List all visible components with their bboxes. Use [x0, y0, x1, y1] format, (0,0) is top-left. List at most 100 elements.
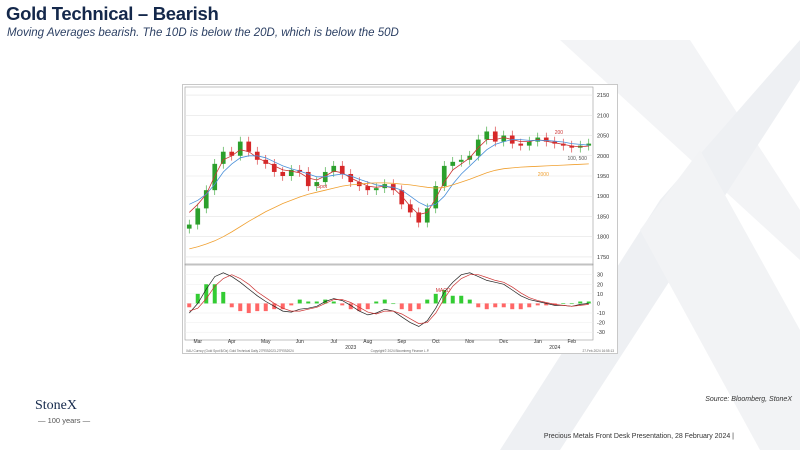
candle-body — [331, 165, 337, 172]
candle-body — [441, 165, 447, 187]
candle-body — [526, 141, 532, 146]
macd-histogram-bar — [348, 303, 353, 310]
chart-canvas: 1750180018501900195020002050210021503020… — [184, 86, 614, 353]
stonex-logo: StoneX — [35, 398, 77, 413]
bloomberg-chart: 1750 1800 1850 1900 1950 2000 2050 2100 2150 30 20… — [182, 84, 618, 354]
candle-body — [314, 182, 320, 187]
candle-body — [365, 186, 371, 191]
candle-body — [280, 171, 286, 176]
macd-histogram-bar — [476, 303, 481, 308]
candle-body — [586, 143, 592, 146]
macd-histogram-bar — [459, 295, 464, 304]
candle-body — [203, 190, 209, 209]
top-label: 200 — [555, 130, 564, 136]
candle-body — [424, 208, 430, 223]
price-tick-label: 2100 — [597, 113, 609, 119]
macd-histogram-bar — [340, 303, 345, 306]
macd-histogram-bar — [416, 303, 421, 310]
macd-histogram-bar — [297, 299, 302, 304]
candle-body — [501, 135, 507, 142]
candle-body — [220, 151, 226, 164]
macd-histogram-bar — [187, 303, 192, 308]
macd-histogram-bar — [314, 301, 319, 304]
macd-histogram-bar — [433, 293, 438, 304]
candle-body — [271, 163, 277, 172]
ma50-label: 2000 — [538, 172, 549, 178]
signal-line — [189, 274, 589, 324]
macd-histogram-bar — [374, 301, 379, 304]
macd-histogram-bar — [561, 303, 566, 305]
x-tick-label: Nov — [465, 339, 474, 345]
macd-histogram-bar — [493, 303, 498, 308]
chart-footer-left: XAU Curncy (Gold Spot $/Oz) Gold Technic… — [186, 349, 294, 353]
year-label: 2023 — [345, 345, 356, 351]
macd-histogram-bar — [280, 303, 285, 310]
candle-body — [450, 161, 456, 166]
candle-body — [237, 141, 243, 156]
macd-histogram-bar — [569, 303, 574, 305]
macd-histogram-bar — [578, 301, 583, 304]
footer-text: Precious Metals Front Desk Presentation,… — [543, 433, 734, 440]
macd-histogram-bar — [221, 291, 226, 304]
macd-histogram-bar — [467, 299, 472, 304]
candle-body — [569, 145, 575, 148]
price-tick-label: 2150 — [597, 93, 609, 99]
candle-body — [229, 151, 235, 156]
macd-histogram-bar — [204, 284, 209, 304]
macd-tick-label: 0 — [597, 301, 600, 307]
macd-histogram-bar — [255, 303, 260, 312]
macd-histogram-bar — [289, 303, 294, 306]
chart-footer-center: Copyright© 2024 Bloomberg Finance L.P. — [371, 349, 430, 353]
x-tick-label: Sep — [397, 339, 406, 345]
macd-histogram-bar — [391, 303, 396, 305]
macd-histogram-bar — [544, 303, 549, 306]
macd-histogram-bar — [195, 293, 200, 304]
macd-histogram-bar — [510, 303, 515, 310]
macd-histogram-bar — [535, 303, 540, 306]
price-tick-label: 2000 — [597, 154, 609, 160]
x-tick-label: Mar — [193, 339, 202, 345]
macd-histogram-bar — [365, 303, 370, 310]
macd-histogram-bar — [501, 303, 506, 308]
candle-body — [373, 188, 379, 191]
ma-pair-label: 100, 500 — [568, 156, 588, 162]
price-tick-label: 1800 — [597, 235, 609, 241]
slide-title: Gold Technical – Bearish — [6, 3, 219, 24]
macd-histogram-bar — [238, 303, 243, 312]
logo-tagline-text: 100 years — [47, 416, 81, 425]
price-tick-label: 1950 — [597, 174, 609, 180]
macd-histogram-bar — [425, 299, 430, 304]
macd-histogram-bar — [518, 303, 523, 310]
macd-histogram-bar — [331, 301, 336, 304]
ma-line-ma50 — [189, 163, 589, 250]
x-tick-label: Aug — [363, 339, 372, 345]
logo-tagline: — 100 years — — [38, 416, 91, 425]
macd-tick-label: -30 — [597, 330, 605, 336]
macd-histogram-bar — [527, 303, 532, 308]
candle-body — [186, 224, 192, 229]
candle-body — [492, 131, 498, 142]
price-tick-label: 1850 — [597, 214, 609, 220]
candle-body — [433, 186, 439, 209]
macd-tick-label: 20 — [597, 282, 603, 288]
candle-body — [195, 208, 201, 225]
macd-histogram-bar — [212, 284, 217, 304]
ma-line-ma20 — [189, 139, 589, 207]
macd-panel-frame — [184, 263, 594, 341]
macd-tick-label: -20 — [597, 321, 605, 327]
macd-label: MACD — [436, 288, 451, 294]
macd-tick-label: 30 — [597, 273, 603, 279]
macd-histogram-bar — [442, 290, 447, 304]
x-tick-label: Jan — [534, 339, 542, 345]
candle-body — [518, 143, 524, 146]
macd-histogram-bar — [450, 295, 455, 304]
candle-body — [246, 141, 252, 152]
macd-histogram-bar — [229, 303, 234, 308]
price-tick-label: 1750 — [597, 255, 609, 261]
candle-body — [339, 165, 345, 174]
macd-histogram-bar — [408, 303, 413, 312]
x-tick-label: Dec — [499, 339, 508, 345]
candle-body — [543, 137, 549, 142]
x-tick-label: Oct — [432, 339, 440, 345]
x-tick-label: Jun — [296, 339, 304, 345]
